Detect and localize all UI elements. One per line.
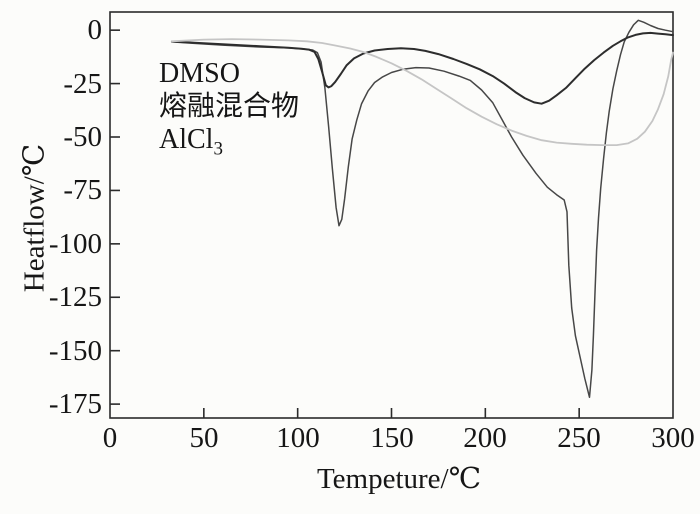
y-tick-label: -175 — [48, 388, 102, 420]
x-tick-label: 250 — [557, 422, 601, 454]
y-tick-label: 0 — [87, 14, 103, 46]
y-tick-label: -25 — [63, 68, 102, 100]
curve-dmso — [171, 19, 674, 399]
x-tick-label: 0 — [102, 422, 118, 454]
legend-alcl3-subscript: 3 — [213, 138, 223, 160]
legend-item-alcl3: AlCl3 — [159, 123, 299, 159]
x-tick-label: 150 — [370, 422, 414, 454]
x-tick-label: 300 — [651, 422, 695, 454]
legend-item-mixture: 熔融混合物 — [159, 91, 300, 122]
x-tick-label: 200 — [463, 422, 507, 454]
y-tick-label: -100 — [48, 228, 102, 260]
y-tick-label: -50 — [63, 121, 102, 153]
y-axis-title: Heatflow/℃ — [18, 143, 51, 293]
legend: DMSO 熔融混合物 AlCl3 — [159, 57, 300, 159]
legend-alcl3-prefix: AlCl — [159, 124, 214, 155]
legend-item-dmso: DMSO — [159, 58, 240, 89]
curve-mixture — [170, 31, 674, 105]
curve-alcl3 — [170, 38, 674, 147]
y-tick-label: -150 — [48, 335, 102, 367]
x-tick-label: 50 — [189, 422, 219, 454]
x-tick-label: 100 — [276, 422, 320, 454]
x-axis-title: Tempeture/℃ — [316, 463, 482, 495]
y-tick-label: -75 — [63, 174, 102, 206]
y-tick-label: -125 — [48, 281, 102, 313]
